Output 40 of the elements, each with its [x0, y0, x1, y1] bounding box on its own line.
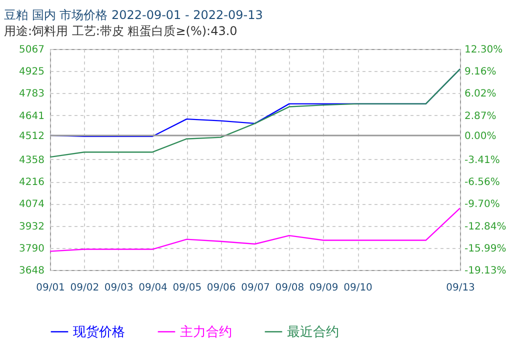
x-tick-label: 09/08: [275, 282, 304, 294]
y2-tick-label: -9.70%: [464, 199, 500, 210]
y-tick-label: 3790: [19, 243, 44, 254]
legend-label: 主力合约: [180, 324, 232, 340]
y2-tick-label: -6.56%: [464, 177, 500, 188]
legend-label: 现货价格: [73, 324, 125, 340]
y2-tick-label: -15.99%: [464, 243, 506, 254]
y2-tick-label: 2.87%: [464, 110, 496, 122]
x-tick-label: 09/06: [206, 282, 236, 294]
y-tick-label: 4641: [19, 110, 44, 122]
x-tick-label: 09/10: [344, 282, 372, 294]
y-tick-label: 3932: [19, 221, 44, 232]
y-tick-label: 4925: [19, 66, 44, 78]
x-tick-label: 09/13: [446, 282, 475, 294]
x-tick-label: 09/04: [138, 282, 168, 294]
chart-subtitle: 用途:饲料用 工艺:带皮 粗蛋白质≥(%):43.0: [4, 24, 238, 38]
y2-tick-label: 6.02%: [464, 88, 496, 100]
y-tick-label: 4216: [19, 177, 44, 188]
y2-tick-label: -12.84%: [464, 221, 506, 232]
x-tick-label: 09/07: [241, 282, 270, 294]
y2-tick-label: 12.30%: [464, 44, 503, 56]
line-series: [49, 68, 461, 158]
y-tick-label: 4512: [19, 130, 44, 142]
y2-tick-label: -19.13%: [464, 266, 506, 276]
y-tick-label: 4783: [19, 88, 44, 100]
y-tick-label: 4358: [19, 154, 44, 166]
x-tick-label: 09/05: [172, 282, 202, 294]
y2-tick-label: 9.16%: [464, 66, 496, 78]
chart-title: 豆粕 国内 市场价格 2022-09-01 - 2022-09-13: [4, 8, 263, 22]
legend-label: 最近合约: [287, 324, 339, 340]
x-tick-label: 09/09: [309, 282, 338, 294]
y-tick-label: 4074: [19, 199, 44, 210]
y2-tick-label: -3.41%: [464, 154, 500, 166]
x-tick-label: 09/03: [104, 282, 134, 294]
y2-tick-label: 0.00%: [464, 130, 496, 142]
y-tick-label: 5067: [19, 44, 44, 56]
line-series: [49, 208, 461, 252]
x-tick-label: 09/02: [70, 282, 100, 294]
y-tick-label: 3648: [19, 266, 44, 276]
x-tick-label: 09/01: [36, 282, 65, 294]
